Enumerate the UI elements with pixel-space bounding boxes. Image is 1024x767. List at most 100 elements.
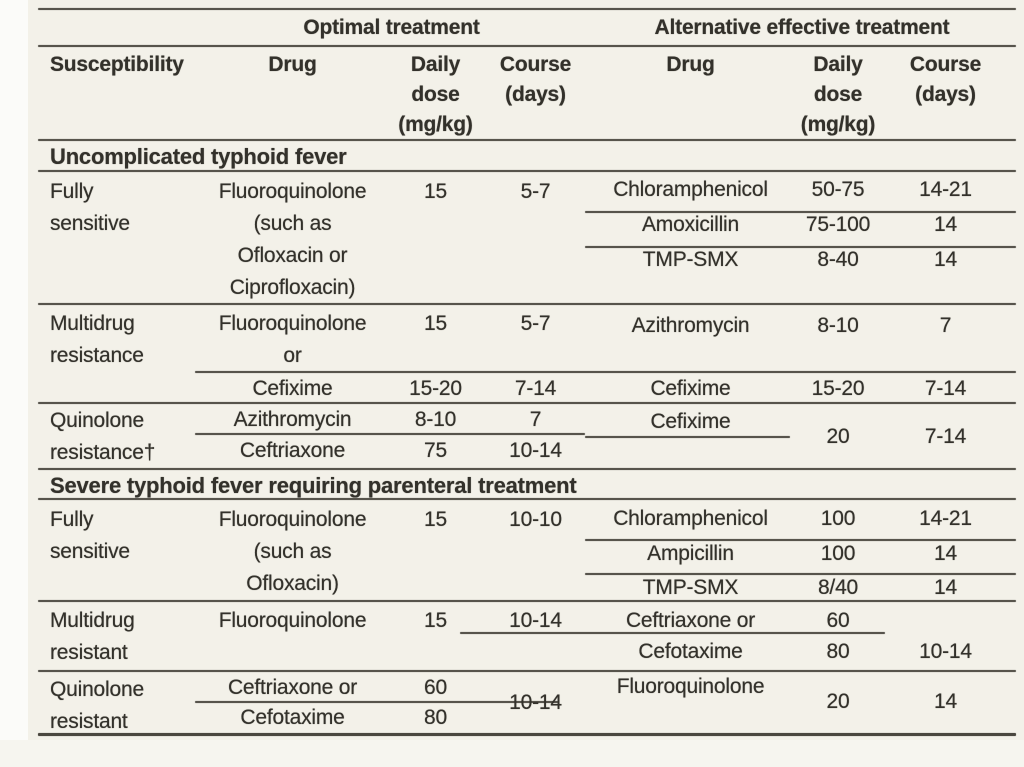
s2-fully-opt-course: 10-10 bbox=[509, 508, 562, 531]
s1-quinolone-opt-dose1: 8-10 bbox=[414, 408, 457, 431]
group-header-alternative: Alternative effective treatment bbox=[654, 16, 950, 39]
s1-quinolone-opt-dose2: 75 bbox=[424, 439, 447, 462]
page-margin-bottom bbox=[0, 740, 1024, 767]
s2-multidrug-label: Multidrug resistant bbox=[50, 609, 135, 664]
col-header-drug-optimal: Drug bbox=[268, 53, 317, 76]
s1-fully-alt1-dose: 50-75 bbox=[811, 178, 865, 201]
s1-multidrug-opt-drug1: Fluoroquinolone or bbox=[218, 312, 367, 367]
s2-fully-opt-drug: Fluoroquinolone (such as Ofloxacin) bbox=[218, 508, 367, 595]
s1-multidrug-opt-drug2: Cefixime bbox=[252, 377, 333, 400]
s1-multidrug-label: Multidrug resistance bbox=[50, 312, 144, 367]
col-header-course-optimal: Course (days) bbox=[499, 53, 572, 106]
s1-multidrug-opt-course2: 7-14 bbox=[514, 377, 557, 400]
s2-quinolone-opt-dose2: 80 bbox=[424, 706, 447, 729]
s1-fully-alt1-drug: Chloramphenicol bbox=[613, 178, 768, 201]
divider bbox=[195, 371, 1016, 373]
s2-quinolone-label: Quinolone resistant bbox=[50, 678, 144, 733]
s2-fully-alt3-drug: TMP-SMX bbox=[642, 576, 739, 599]
s1-multidrug-alt-course2: 7-14 bbox=[924, 377, 967, 400]
s1-fully-alt2-course: 14 bbox=[934, 213, 957, 236]
s2-quinolone-alt-drug: Fluoroquinolone bbox=[616, 675, 765, 698]
s1-fully-opt-course: 5-7 bbox=[520, 180, 551, 203]
s2-fully-alt1-course: 14-21 bbox=[919, 507, 972, 530]
s2-multidrug-alt-dose1: 60 bbox=[826, 609, 850, 632]
col-header-susceptibility: Susceptibility bbox=[50, 53, 184, 76]
divider bbox=[585, 436, 790, 438]
s2-fully-alt2-dose: 100 bbox=[820, 542, 856, 565]
s2-fully-label: Fully sensitive bbox=[50, 508, 130, 563]
s2-quinolone-alt-dose: 20 bbox=[826, 690, 850, 713]
s1-multidrug-opt-course1: 5-7 bbox=[520, 312, 551, 335]
divider bbox=[460, 632, 885, 634]
s1-multidrug-alt-dose2: 15-20 bbox=[811, 377, 865, 400]
divider bbox=[195, 433, 585, 435]
s1-multidrug-alt-drug1: Azithromycin bbox=[631, 314, 750, 337]
divider bbox=[38, 303, 1016, 305]
s2-fully-alt1-dose: 100 bbox=[820, 507, 856, 530]
s1-multidrug-alt-drug2: Cefixime bbox=[650, 377, 731, 400]
s1-fully-alt3-course: 14 bbox=[934, 248, 957, 271]
divider bbox=[38, 8, 1016, 10]
col-header-dose-optimal: Daily dose (mg/kg) bbox=[398, 53, 473, 136]
s1-quinolone-alt-course: 7-14 bbox=[924, 425, 967, 448]
s1-quinolone-alt-drug: Cefixime bbox=[650, 410, 731, 433]
col-header-dose-alt: Daily dose (mg/kg) bbox=[800, 53, 876, 136]
s2-multidrug-opt-course: 10-14 bbox=[509, 609, 562, 632]
divider bbox=[38, 468, 1016, 470]
s1-fully-alt3-drug: TMP-SMX bbox=[642, 248, 739, 271]
s1-fully-alt2-drug: Amoxicillin bbox=[642, 213, 739, 236]
s2-multidrug-opt-dose: 15 bbox=[424, 609, 447, 632]
s1-quinolone-opt-drug1: Azithromycin bbox=[233, 408, 352, 431]
s2-quinolone-opt-drug2: Cefotaxime bbox=[240, 706, 345, 729]
s1-quinolone-alt-dose: 20 bbox=[826, 425, 850, 448]
divider bbox=[585, 539, 1016, 541]
col-header-course-alt: Course (days) bbox=[909, 53, 982, 106]
s1-multidrug-opt-dose2: 15-20 bbox=[409, 377, 462, 400]
s2-fully-alt3-course: 14 bbox=[934, 576, 957, 599]
s2-quinolone-opt-course: 10-14 bbox=[509, 691, 562, 714]
s2-quinolone-opt-dose1: 60 bbox=[424, 676, 447, 699]
s2-fully-alt2-course: 14 bbox=[934, 542, 957, 565]
divider bbox=[38, 600, 1016, 602]
s2-multidrug-alt-dose2: 80 bbox=[826, 640, 850, 663]
divider bbox=[585, 211, 1016, 213]
s2-fully-opt-dose: 15 bbox=[424, 508, 447, 531]
s2-fully-alt1-drug: Chloramphenicol bbox=[613, 507, 768, 530]
s1-quinolone-label: Quinolone resistance† bbox=[50, 409, 156, 464]
s1-fully-label: Fully sensitive bbox=[50, 180, 130, 235]
section-title-severe: Severe typhoid fever requiring parentera… bbox=[50, 473, 577, 498]
group-header-optimal: Optimal treatment bbox=[303, 16, 480, 39]
divider bbox=[585, 246, 1016, 248]
divider bbox=[38, 670, 1016, 672]
col-header-drug-alt: Drug bbox=[666, 53, 715, 76]
divider bbox=[38, 498, 1016, 500]
s1-fully-opt-dose: 15 bbox=[424, 180, 447, 203]
section-title-uncomplicated: Uncomplicated typhoid fever bbox=[50, 144, 347, 169]
page-margin bbox=[0, 0, 28, 767]
s2-fully-alt3-dose: 8/40 bbox=[817, 576, 859, 599]
s1-quinolone-opt-course2: 10-14 bbox=[509, 439, 562, 462]
s2-multidrug-opt-drug: Fluoroquinolone bbox=[218, 609, 367, 632]
divider bbox=[195, 701, 558, 703]
s1-quinolone-opt-course1: 7 bbox=[529, 408, 542, 431]
divider bbox=[38, 45, 1016, 47]
s1-multidrug-opt-dose1: 15 bbox=[424, 312, 447, 335]
divider bbox=[38, 402, 1016, 404]
divider bbox=[38, 733, 1016, 736]
s2-quinolone-alt-course: 14 bbox=[934, 690, 957, 713]
divider bbox=[585, 573, 1016, 575]
divider bbox=[38, 170, 1016, 172]
s2-quinolone-opt-drug1: Ceftriaxone or bbox=[227, 676, 358, 699]
s1-multidrug-alt-course1: 7 bbox=[939, 314, 952, 337]
s1-multidrug-alt-dose1: 8-10 bbox=[817, 314, 859, 337]
s2-multidrug-alt-drug1: Ceftriaxone or bbox=[625, 609, 756, 632]
s1-fully-opt-drug: Fluoroquinolone (such as Ofloxacin or Ci… bbox=[218, 180, 367, 299]
s1-fully-alt3-dose: 8-40 bbox=[817, 248, 859, 271]
s2-multidrug-alt-drug2: Cefotaxime bbox=[638, 640, 743, 663]
s1-quinolone-opt-drug2: Ceftriaxone bbox=[239, 439, 346, 462]
s2-fully-alt2-drug: Ampicillin bbox=[647, 542, 734, 565]
s2-multidrug-alt-course: 10-14 bbox=[919, 640, 972, 663]
s1-fully-alt2-dose: 75-100 bbox=[805, 213, 871, 236]
s1-fully-alt1-course: 14-21 bbox=[919, 178, 972, 201]
